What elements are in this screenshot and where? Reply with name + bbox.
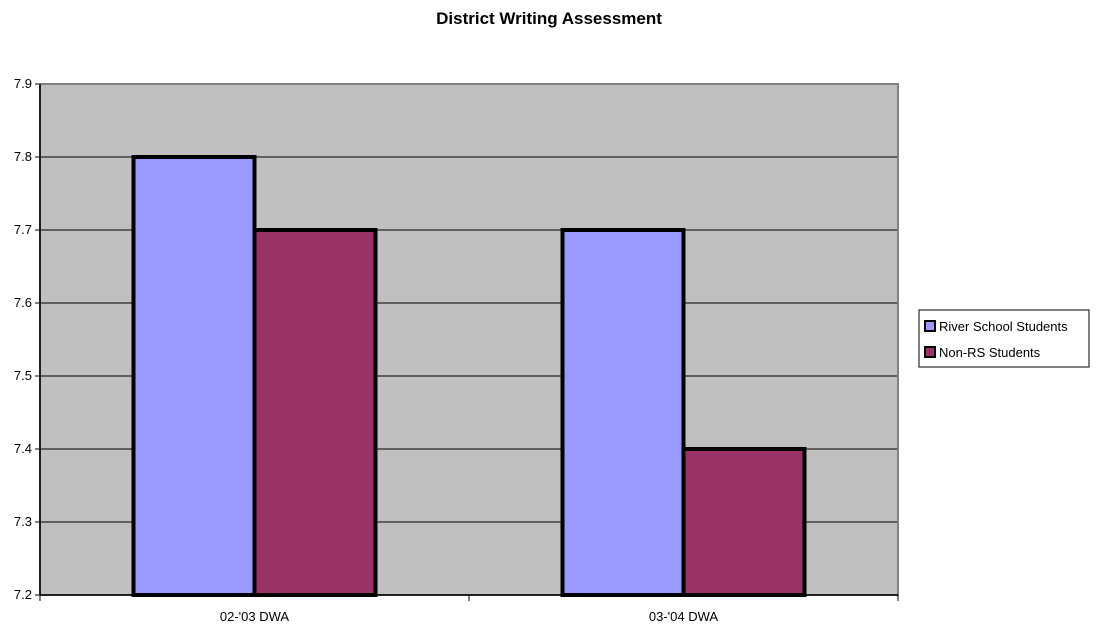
legend-box [918,309,1090,368]
legend-label: Non-RS Students [939,345,1041,360]
plot-area: 7.2 7.3 7.4 7.5 7.6 7.7 7.8 7.9 02-'03 DWA 03-'04… [14,76,899,624]
bar-non-rs-0 [252,228,378,597]
bar-river-school-1 [560,228,686,597]
y-tick-label: 7.6 [14,295,32,310]
legend-swatch [924,346,936,358]
y-tick-label: 7.9 [14,76,32,91]
legend-swatch [924,320,936,332]
y-tick-label: 7.8 [14,149,32,164]
x-category-label: 03-'04 DWA [649,609,719,624]
y-tick-label: 7.4 [14,441,32,456]
bar-river-school-0 [131,155,257,597]
bar-non-rs-1 [681,447,807,597]
y-tick-label: 7.3 [14,514,32,529]
y-tick-label: 7.2 [14,587,32,602]
legend-label: River School Students [939,319,1068,334]
chart-title: District Writing Assessment [436,9,662,28]
y-tick-label: 7.7 [14,222,32,237]
x-category-label: 02-'03 DWA [220,609,290,624]
legend: River School Students Non-RS Students [918,309,1090,368]
y-tick-label: 7.5 [14,368,32,383]
